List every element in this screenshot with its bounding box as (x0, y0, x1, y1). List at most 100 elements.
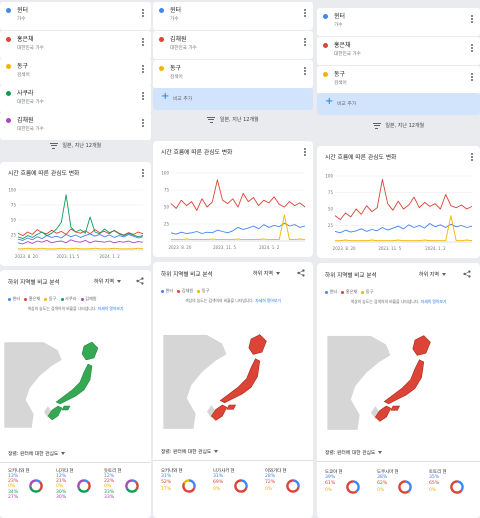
more-vert-icon[interactable] (141, 8, 145, 20)
region-dropdown[interactable]: 하위 지역 (415, 269, 450, 280)
region-percent: 0% (265, 486, 273, 492)
more-vert-icon[interactable] (303, 37, 307, 49)
region-percent: 17% (161, 486, 172, 492)
legend-item: 동구 (44, 296, 57, 301)
donut-chart (286, 479, 300, 493)
more-vert-icon[interactable] (141, 64, 145, 76)
more-vert-icon[interactable] (141, 91, 145, 103)
sort-label: 정렬: 윈터에 대한 관심도 (8, 452, 59, 457)
legend-swatch (341, 290, 345, 294)
y-tick-label: 75 (164, 188, 170, 193)
x-tick-label: 2023. 8. 20 (15, 254, 38, 259)
region-dropdown[interactable]: 하위 지역 (90, 276, 125, 287)
more-vert-icon[interactable] (303, 147, 307, 159)
term-card[interactable]: 홍은채 대한민국 가수 (0, 31, 151, 59)
region-name: 이와가타 현 (265, 469, 287, 474)
filter-bar[interactable]: 일본, 지난 12개월 (317, 122, 480, 134)
learn-more-link[interactable]: 자세히 알아보기 (420, 299, 447, 304)
term-type: 대한민국 가수 (170, 46, 197, 51)
legend-label: 동구 (48, 296, 57, 301)
donut-slice (29, 479, 43, 493)
region-list: 오키나와 현 31% 52% 17% 나가사키 현 31% 69% 0% 이와가타 현 28% 72… (153, 468, 313, 516)
legend-label: 윈터 (12, 296, 21, 301)
more-vert-icon[interactable] (141, 168, 145, 180)
region-percent: 65% (429, 481, 440, 487)
term-type: 검색어 (17, 73, 30, 78)
filter-bar[interactable]: 일본, 지난 12개월 (153, 116, 313, 128)
region-percent: 52% (161, 480, 172, 486)
legend-swatch (325, 290, 328, 294)
more-vert-icon[interactable] (470, 72, 474, 84)
sort-selector[interactable]: 정렬: 윈터에 대한 관심도 (8, 450, 66, 457)
series-color-dot (159, 37, 164, 42)
share-icon[interactable] (463, 270, 471, 278)
sort-selector[interactable]: 정렬: 윈터에 대한 관심도 (325, 449, 383, 456)
card-title: 하위 지역별 비교 분석 (8, 280, 60, 286)
filter-bar[interactable]: 일본, 지난 12개월 (0, 142, 151, 154)
sort-selector[interactable]: 정렬: 윈터에 대한 관심도 (161, 448, 219, 455)
region-summary[interactable]: 도쿠시마 현 38% 62% 0% (377, 469, 425, 494)
region-name: 니가타 현 (56, 469, 74, 474)
region-percent: 0% (104, 484, 112, 490)
filter-icon (207, 116, 216, 123)
series-line-3 (335, 215, 473, 242)
region-percent: 23% (8, 479, 19, 485)
donut-chart (398, 480, 412, 494)
term-card[interactable]: 윈터 가수 (317, 8, 480, 36)
term-card[interactable]: 동구 검색어 (153, 60, 313, 88)
term-card[interactable]: 동구 검색어 (0, 58, 151, 86)
region-percent: 12% (56, 474, 67, 479)
region-summary[interactable]: 오키나와 현 31% 52% 17% (161, 468, 209, 493)
legend-swatch (161, 289, 164, 293)
term-card[interactable]: 김채원 대한민국 가수 (0, 112, 151, 140)
japan-map (4, 341, 99, 429)
learn-more-link[interactable]: 자세히 알아보기 (255, 298, 281, 303)
series-line-2 (17, 228, 144, 237)
term-card[interactable]: 윈터 가수 (0, 2, 151, 30)
term-card[interactable]: 김채원 대한민국 가수 (153, 31, 313, 59)
region-percent: 33% (104, 494, 115, 500)
region-summary[interactable]: 나가사키 현 31% 69% 0% (213, 468, 261, 493)
y-tick-label: 50 (164, 205, 170, 210)
region-dropdown[interactable]: 하위 지역 (249, 268, 284, 279)
more-vert-icon[interactable] (470, 152, 474, 164)
more-vert-icon[interactable] (470, 43, 474, 55)
donut-chart (182, 479, 196, 493)
region-summary[interactable]: 돗토리 현 12% 22% 0% 33% 33% (104, 468, 148, 500)
legend-note: 색상의 농도는 검색어의 비율을 나타냅니다. 자세히 알아보기 (0, 306, 151, 312)
share-icon[interactable] (297, 269, 305, 277)
region-summary[interactable]: 토토리 현 35% 65% 0% (429, 469, 477, 494)
more-vert-icon[interactable] (303, 8, 307, 20)
more-vert-icon[interactable] (141, 118, 145, 130)
card-title: 시간 흐름에 따른 관심도 변화 (8, 171, 80, 177)
divider (0, 462, 151, 463)
region-percent: 39% (325, 475, 336, 480)
region-summary[interactable]: 니가타 현 12% 21% 0% 30% 30% (56, 468, 100, 500)
region-summary[interactable]: 도쿄야 현 39% 61% 0% (325, 469, 373, 494)
more-vert-icon[interactable] (303, 66, 307, 78)
term-type: 검색어 (334, 81, 347, 86)
legend-item: 김채원 (177, 288, 193, 293)
add-comparison-button[interactable]: + 비교 추가 (153, 88, 313, 110)
japan-map (327, 335, 431, 431)
term-card[interactable]: 홍은채 대한민국 가수 (317, 37, 480, 65)
share-icon[interactable] (136, 277, 144, 285)
region-name: 오키나와 현 (8, 469, 30, 474)
term-card[interactable]: 윈터 가수 (153, 2, 313, 30)
term-card[interactable]: 동구 검색어 (317, 66, 480, 94)
region-name: 도쿠시마 현 (377, 470, 399, 475)
plus-icon: + (325, 96, 334, 107)
more-vert-icon[interactable] (470, 14, 474, 26)
x-tick-label: 2024. 1. 2 (425, 246, 446, 251)
more-vert-icon[interactable] (141, 37, 145, 49)
term-card[interactable]: 사쿠라 대한민국 가수 (0, 85, 151, 113)
add-comparison-button[interactable]: + 비교 추가 (317, 93, 480, 115)
donut-slice (346, 480, 360, 494)
region-comparison-card: 하위 지역별 비교 분석 하위 지역 윈터 홍은채 동구 사쿠라 김채원 색상의 농도는… (0, 270, 151, 518)
learn-more-link[interactable]: 자세히 알아보기 (97, 306, 124, 311)
legend-item: 윈터 (325, 289, 337, 294)
region-summary[interactable]: 오키나와 현 13% 23% 0% 34% 27% (8, 468, 52, 500)
region-percent: 0% (56, 484, 64, 490)
region-summary[interactable]: 이와가타 현 28% 72% 0% (265, 468, 313, 493)
donut-slice (77, 479, 91, 493)
